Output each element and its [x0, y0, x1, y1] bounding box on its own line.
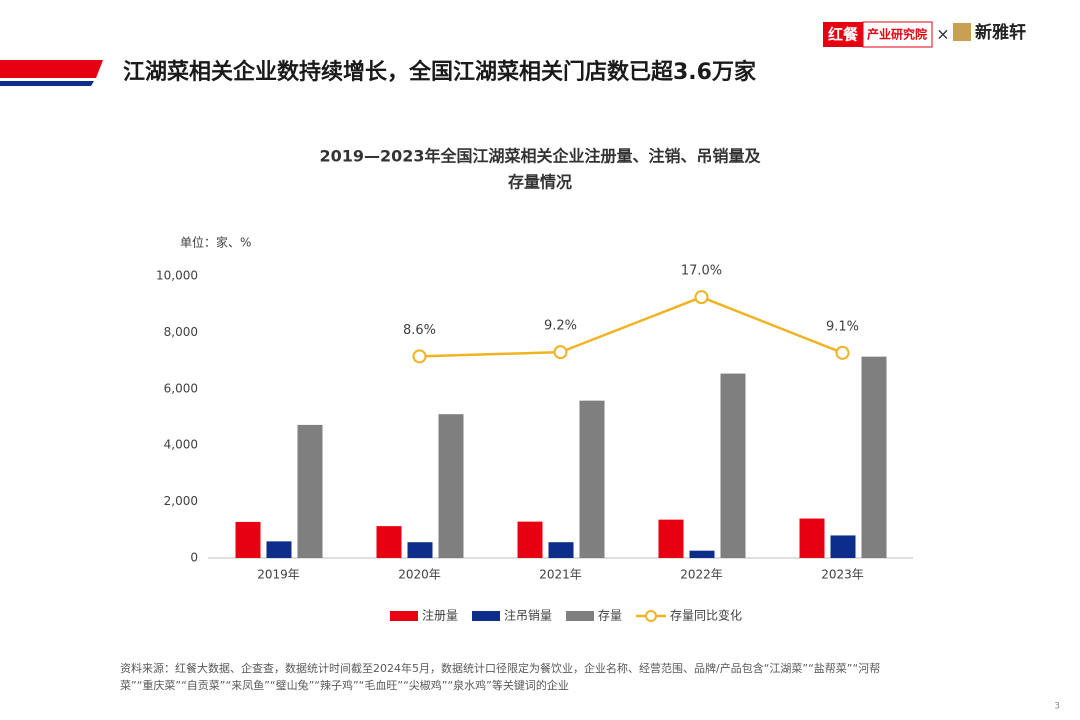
x-tick-label: 2020年	[398, 568, 441, 582]
logo-institute: 产业研究院	[867, 27, 927, 42]
y-tick-label: 6,000	[164, 381, 198, 395]
y-tick-label: 4,000	[164, 438, 198, 452]
bar	[689, 550, 715, 558]
line	[419, 295, 843, 358]
y-tick-label: 8,000	[164, 325, 198, 339]
chart-title: 2019—2023年全国江湖菜相关企业注册量、注销、吊销量及	[319, 147, 761, 166]
x-tick-label: 2023年	[821, 568, 864, 582]
logo-separator: ×	[936, 25, 949, 44]
bar	[548, 542, 574, 558]
bar	[720, 373, 746, 558]
footnote: 资料来源：红餐大数据、企查查，数据统计时间截至2024年5月，数据统计口径限定为…	[120, 662, 881, 692]
line-point	[553, 345, 568, 360]
x-tick-label: 2021年	[539, 568, 582, 582]
y-tick-label: 10,000	[156, 269, 198, 283]
legend-swatch	[472, 611, 500, 621]
legend-swatch	[645, 610, 657, 622]
data-label: 9.1%	[826, 319, 859, 334]
bar	[297, 424, 323, 558]
logo-brand: 红餐	[828, 26, 859, 44]
legend-swatch	[566, 611, 594, 621]
line-point	[412, 349, 427, 364]
bar	[517, 521, 543, 558]
line-point	[835, 345, 850, 360]
x-tick-label: 2022年	[680, 568, 723, 582]
bar	[658, 519, 684, 558]
legend-label: 注册量	[422, 608, 458, 623]
unit-label: 单位：家、%	[180, 235, 251, 250]
bar	[799, 518, 825, 558]
x-tick-label: 2019年	[257, 568, 300, 582]
logo-box	[823, 22, 863, 47]
y-tick-label: 2,000	[164, 494, 198, 508]
data-label: 9.2%	[544, 319, 577, 334]
legend-label: 存量同比变化	[670, 608, 742, 623]
logo-box	[862, 21, 933, 48]
bar	[438, 414, 464, 558]
bar	[235, 521, 261, 558]
legend-swatch	[390, 611, 418, 621]
bar	[407, 542, 433, 558]
data-label: 17.0%	[681, 264, 722, 279]
legend-label: 存量	[598, 609, 622, 623]
y-tick-label: 0	[190, 551, 198, 565]
partner-icon	[953, 23, 971, 41]
line-point	[694, 290, 709, 305]
logo-partner: 新雅轩	[975, 22, 1026, 43]
bar	[861, 356, 887, 558]
page-title: 江湖菜相关企业数持续增长，全国江湖菜相关门店数已超3.6万家	[123, 59, 757, 85]
bar	[830, 535, 856, 558]
legend-label: 注吊销量	[504, 608, 552, 623]
bar	[376, 526, 402, 558]
data-label: 8.6%	[403, 323, 436, 338]
bar	[266, 541, 292, 558]
bar	[579, 400, 605, 558]
header-stripe	[0, 60, 103, 78]
header-stripe	[0, 81, 94, 86]
chart-title: 存量情况	[508, 173, 572, 192]
page-number: 3	[1054, 702, 1060, 712]
